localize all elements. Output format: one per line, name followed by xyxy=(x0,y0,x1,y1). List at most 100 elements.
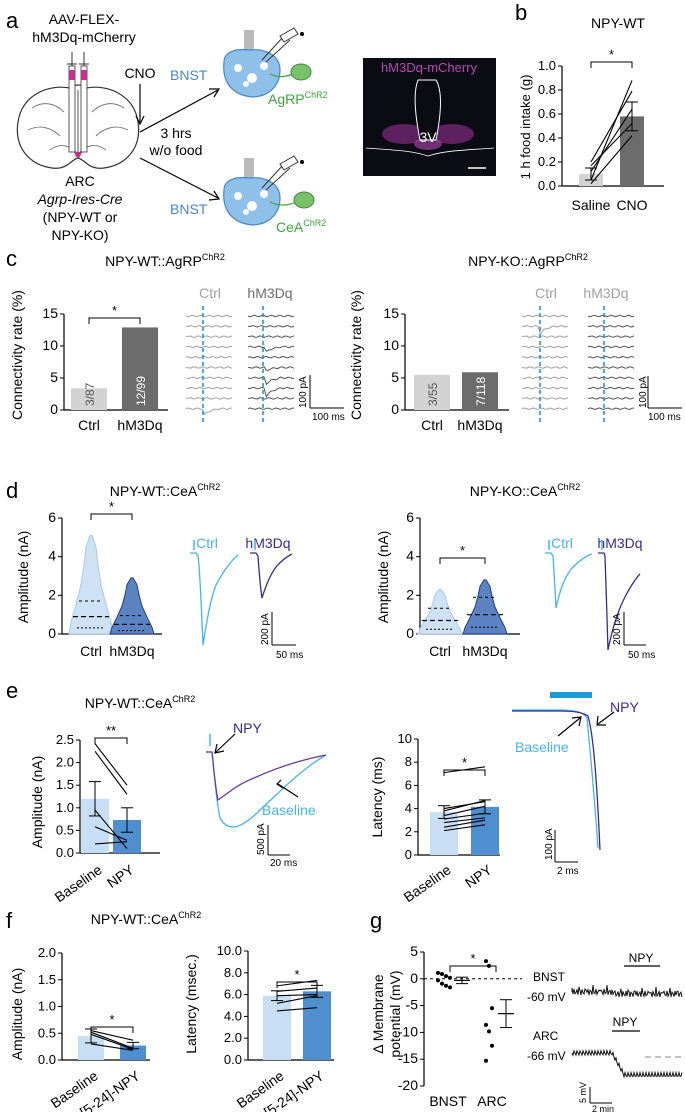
f-amp-sig-star: * xyxy=(109,1012,114,1027)
c-ko-ratio-label: 7/118 xyxy=(474,377,488,406)
f-amp-paired-line xyxy=(90,1033,134,1050)
panel-b-letter: b xyxy=(515,0,527,25)
e-amp-ytick-label: 1.5 xyxy=(56,777,74,792)
c-wt-ytick-label: 5 xyxy=(50,369,58,385)
panel-e-lat-ylabel: Latency (ms) xyxy=(369,757,385,838)
g-sig-bracket xyxy=(449,965,497,972)
b-ytick-label: 1.0 xyxy=(538,58,556,73)
genotype-line1: (NPY-WT or xyxy=(43,209,118,225)
d-ko-ytick-label: 2 xyxy=(406,586,414,602)
c-ko-ctrl-trace-row xyxy=(521,407,569,411)
c-wt-ctrl-trace-row xyxy=(185,366,233,369)
bnst-slice-icon-bottom xyxy=(223,155,315,226)
g-point-bnst xyxy=(448,975,452,980)
f-lat-paired-line xyxy=(276,979,318,987)
c-wt-bar-hm3dq xyxy=(122,327,158,410)
panel-c-title-ko: NPY-KO::AgRPChR2 xyxy=(468,252,588,269)
histology-label: hM3Dq-mCherry xyxy=(381,60,478,75)
panel-b: b NPY-WT 0.0 0.2 0.4 0.6 0.8 1.0 Saline CNO * 1 … xyxy=(515,0,664,213)
c-wt-xlabel: hM3Dq xyxy=(117,417,162,433)
e-amp-ytick-label: 2.0 xyxy=(56,755,74,770)
c-wt-ctrl-trace-row xyxy=(185,324,233,328)
f-lat-paired-line xyxy=(276,994,318,997)
c-ko-ctrl-trace-row xyxy=(521,355,569,359)
panel-e: e NPY-WT::CeAChR2 0.00.51.01.52.02.5Base… xyxy=(6,678,639,905)
virus-label-line1: AAV-FLEX- xyxy=(49,11,120,27)
c-ko-hm3dq-trace-row xyxy=(587,355,635,359)
c-wt-ctrl-trace-row xyxy=(185,335,233,338)
c-wt-ctrl-trace-row xyxy=(185,345,232,349)
panel-b-title: NPY-WT xyxy=(591,15,645,31)
f-amp-ytick-label: 2.0 xyxy=(38,945,56,960)
g-point-bnst xyxy=(436,978,440,983)
panel-c-wt-traces xyxy=(185,306,295,424)
time-line2: w/o food xyxy=(149,142,203,158)
c-ko-ctrl-trace-row xyxy=(521,376,569,380)
e-amp-sig-star: ** xyxy=(106,723,116,738)
panel-f: f NPY-WT::CeAChR2 0.00.51.01.52.0Baselin… xyxy=(6,908,334,1112)
g-point-arc xyxy=(484,1058,488,1063)
e-lat-bar-baseline xyxy=(430,812,458,855)
e-lat-xlabel: NPY xyxy=(462,861,495,891)
b-paired-line xyxy=(590,80,633,181)
g-arc-trace-label: ARC xyxy=(533,1029,559,1043)
membrane-trace-bnst xyxy=(571,985,683,999)
f-amp-ytick-label: 1.0 xyxy=(38,999,56,1014)
injection-needle-icons xyxy=(67,52,89,153)
trace-label-hm3dq-wt: hM3Dq xyxy=(247,285,292,301)
panel-f-amp-ylabel: Amplitude (nA) xyxy=(9,968,25,1061)
e-amp-ytick-label: 0.5 xyxy=(56,822,74,837)
scalebar-c-left xyxy=(309,375,344,409)
scale-d-left-ms: 50 ms xyxy=(276,650,303,661)
e-amp-sig-bracket xyxy=(94,737,128,744)
panel-a-letter: a xyxy=(6,8,19,33)
arc-label: ARC xyxy=(65,173,95,189)
c-wt-sig-star: * xyxy=(112,303,117,318)
g-arc-mv: -66 mV xyxy=(527,1049,566,1063)
c-wt-ratio-label: 3/87 xyxy=(83,382,97,406)
trace-label-hm3dq-ko: hM3Dq xyxy=(583,285,628,301)
panel-e-latency-chart: 0 2 4 6 8 10 Baseline NPY * xyxy=(398,731,500,905)
c-ko-ytick-label: 15 xyxy=(383,305,399,321)
genotype-line2: NPY-KO) xyxy=(51,227,108,243)
time-line1: 3 hrs xyxy=(160,125,191,141)
scale-e-right-pa: 100 pA xyxy=(544,828,555,860)
g-point-bnst xyxy=(444,983,448,988)
panel-d-title-ko: NPY-KO::CeAChR2 xyxy=(470,482,580,499)
d-ko-violin-ctrl xyxy=(417,589,463,635)
f-amp-paired-line xyxy=(90,1043,134,1051)
c-wt-ctrl-trace-row xyxy=(185,314,233,318)
g-point-bnst xyxy=(444,974,448,979)
g-point-bnst xyxy=(436,970,440,975)
c-ko-ctrl-trace-row xyxy=(521,345,568,349)
bnst-label-top: BNST xyxy=(170,67,208,83)
panel-f-latency-chart: 0.02.04.06.08.010.0BaselineAhx[5-24]-NPY… xyxy=(217,943,334,1112)
e-lat-ytick-label: 0 xyxy=(405,847,412,862)
b-ytick-label: 0.0 xyxy=(538,178,556,193)
e-lat-sig-star: * xyxy=(462,755,467,770)
panel-e-title: NPY-WT::CeAChR2 xyxy=(85,694,195,711)
e-lat-npy-label: NPY xyxy=(610,699,639,715)
c-wt-hm3dq-trace-row xyxy=(247,366,295,371)
e-lat-paired-line xyxy=(443,824,486,832)
f-lat-ytick-label: 2.0 xyxy=(224,1030,242,1045)
g-ytick-label: -5 xyxy=(406,997,419,1013)
d-ko-xlabel: Ctrl xyxy=(429,643,451,659)
f-lat-ytick-label: 0.0 xyxy=(224,1052,242,1067)
coronal-brain-section-icon xyxy=(16,84,140,169)
b-ytick-label: 0.6 xyxy=(538,106,556,121)
panel-c-ko-chart: 0 5 10 15 3/55 7/118 Ctrl hM3Dq xyxy=(383,305,509,433)
b-ytick-label: 0.8 xyxy=(538,82,556,97)
panel-d-ylabel-right: Amplitude (nA) xyxy=(375,531,391,624)
scale-e-left-ms: 20 ms xyxy=(270,858,297,869)
e-lat-paired-line xyxy=(443,805,486,817)
e-lat-paired-line xyxy=(443,817,486,824)
d-wt-ytick-label: 0 xyxy=(48,625,56,641)
d-ko-ytick-label: 0 xyxy=(406,625,414,641)
d-ko-sig-star: * xyxy=(460,543,465,558)
panel-g-letter: g xyxy=(370,908,382,933)
panel-g: g 5 0 -5 -10 -15 -20 BNST ARC * Δ Membrane poten… xyxy=(370,908,683,1112)
d-wt-violin-hm3dq xyxy=(109,577,155,635)
e-amp-xlabel: Baseline xyxy=(52,861,105,905)
